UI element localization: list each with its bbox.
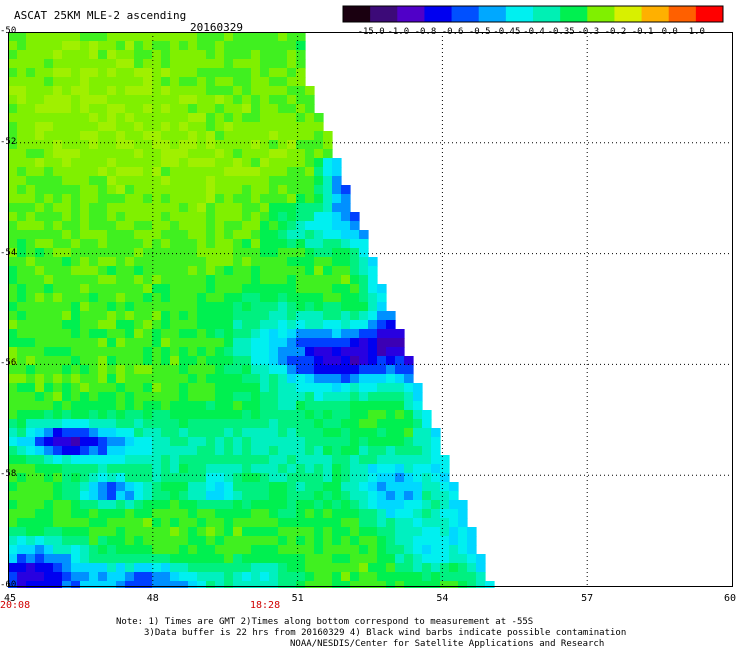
x-tick-label: 60 xyxy=(723,593,737,604)
wind-field xyxy=(8,32,495,588)
colorbar-swatch xyxy=(587,6,615,22)
map-date: 20160329 xyxy=(190,21,243,34)
x-tick-label: 51 xyxy=(291,593,304,604)
time-label-left: 20:08 xyxy=(0,600,31,611)
y-tick-label: -56 xyxy=(0,358,17,369)
colorbar-swatch xyxy=(343,6,371,22)
x-tick-label: 57 xyxy=(581,593,594,604)
colorbar-swatch xyxy=(533,6,561,22)
x-tick-label: 48 xyxy=(146,593,159,604)
colorbar-swatch xyxy=(397,6,425,22)
colorbar-swatch xyxy=(641,6,670,22)
colorbar-swatch xyxy=(505,6,534,22)
x-tick-label: 45 xyxy=(3,593,17,604)
colorbar-swatch xyxy=(695,6,724,22)
x-tick-label: 54 xyxy=(436,593,449,604)
colorbar-swatch xyxy=(614,6,643,22)
y-tick-label: -50 xyxy=(0,26,17,36)
y-tick-label: -60 xyxy=(0,580,17,590)
colorbar-swatch xyxy=(668,6,697,22)
colorbar xyxy=(342,5,724,23)
map-plot xyxy=(8,32,733,588)
note-line-1: Note: 1) Times are GMT 2)Times along bot… xyxy=(116,617,534,627)
plot-frame xyxy=(8,32,733,587)
time-label-middle: 18:28 xyxy=(250,600,281,611)
colorbar-swatch xyxy=(478,6,507,22)
colorbar-swatch xyxy=(451,6,480,22)
colorbar-swatch xyxy=(370,6,398,22)
note-line-3: NOAA/NESDIS/Center for Satellite Applica… xyxy=(290,639,605,649)
y-tick-label: -58 xyxy=(0,469,17,480)
note-line-2: 3)Data buffer is 22 hrs from 20160329 4)… xyxy=(144,628,627,638)
map-title: ASCAT 25KM MLE-2 ascending xyxy=(14,9,187,22)
colorbar-swatch xyxy=(560,6,588,22)
y-tick-label: -52 xyxy=(0,136,17,147)
y-tick-label: -54 xyxy=(0,247,17,258)
grid-lines xyxy=(8,32,732,586)
colorbar-swatch xyxy=(424,6,453,22)
